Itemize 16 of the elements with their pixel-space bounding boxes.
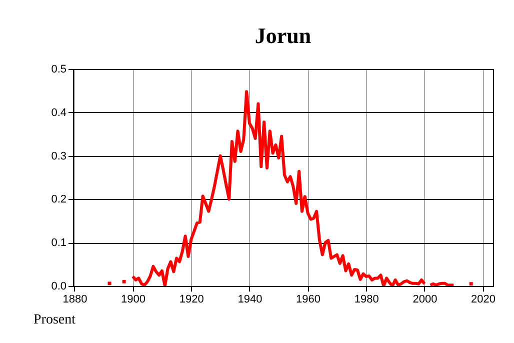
chart-title: Jorun (254, 23, 312, 48)
y-tick-label: 0.0 (51, 280, 66, 292)
y-tick-label: 0.3 (51, 150, 66, 162)
y-tick-label: 0.4 (51, 106, 66, 119)
y-tick-label: 0.1 (51, 237, 66, 250)
x-tick-label: 1940 (238, 294, 262, 306)
x-tick-label: 2000 (412, 294, 438, 306)
y-tick-label: 0.2 (51, 194, 66, 206)
y-tick-label: 0.5 (51, 64, 66, 76)
x-tick-label: 1900 (121, 294, 146, 306)
x-tick-label: 1920 (179, 294, 204, 306)
x-tick-label: 1880 (62, 294, 88, 306)
x-tick-label: 1960 (296, 294, 321, 306)
x-tick-label: 2020 (471, 294, 496, 306)
y-axis-title: Prosent (34, 312, 76, 328)
x-tick-label: 1980 (354, 294, 379, 306)
